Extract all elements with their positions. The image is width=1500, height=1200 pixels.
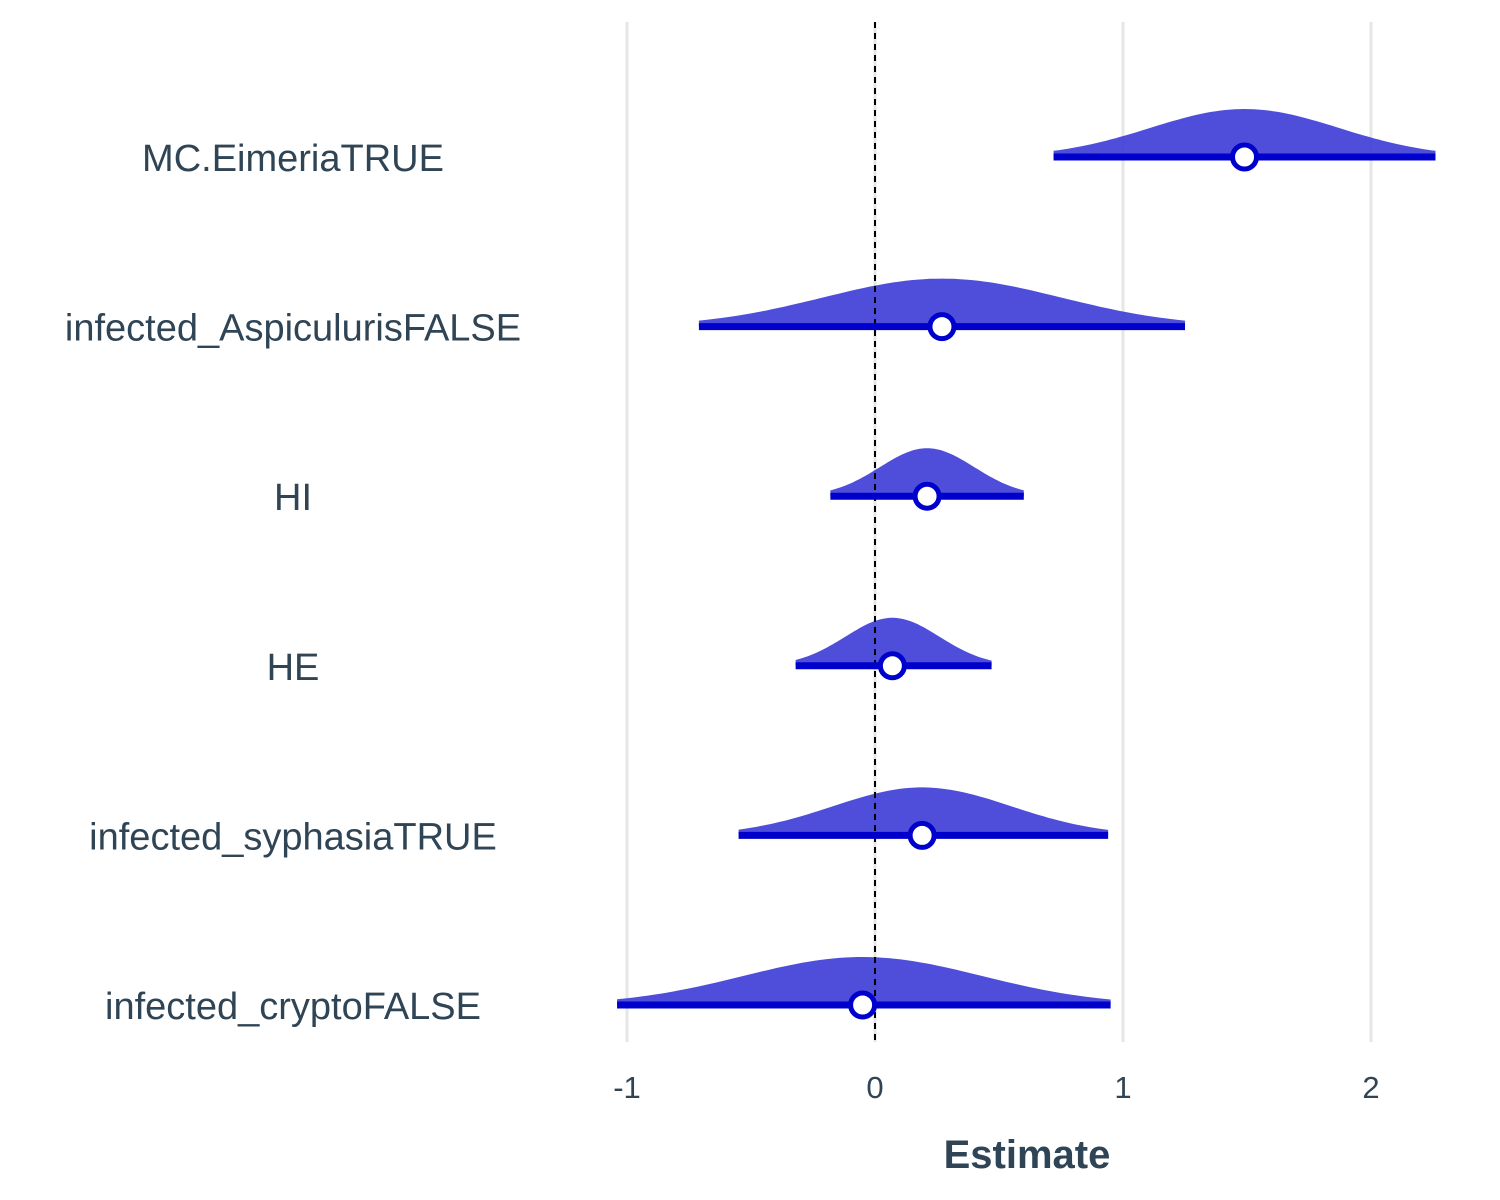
estimate-points [848,142,1260,1020]
density-infected_AspiculurisFALSE [698,278,1185,327]
interval-bars [617,153,1436,1009]
density-infected_cryptoFALSE [617,957,1111,1005]
point-infected_cryptoFALSE [848,990,878,1020]
x-axis-title: Estimate [944,1133,1111,1177]
density-MC.EimeriaTRUE [1053,109,1436,157]
point-MC.EimeriaTRUE [1230,142,1260,172]
density-shapes [617,109,1436,1005]
term-label: HI [274,477,312,519]
point-HI [912,481,942,511]
density-HE [795,617,992,666]
x-tick-label: 0 [866,1070,883,1105]
gridlines [625,22,1373,1042]
term-label: infected_cryptoFALSE [105,986,481,1028]
term-label: HE [267,647,320,689]
point-infected_AspiculurisFALSE [927,312,957,342]
term-labels: MC.EimeriaTRUE infected_AspiculurisFALSE H… [65,138,521,1028]
x-tick-labels: -1 0 1 2 [613,1070,1379,1105]
x-tick-label: 2 [1362,1070,1379,1105]
point-HE [877,651,907,681]
point-infected_syphasiaTRUE [907,820,937,850]
density-infected_syphasiaTRUE [738,787,1109,836]
density-HI [830,448,1024,497]
term-label: infected_AspiculurisFALSE [65,308,521,350]
x-tick-label: -1 [613,1070,641,1105]
term-label: infected_syphasiaTRUE [89,816,497,858]
x-tick-label: 1 [1114,1070,1131,1105]
term-label: MC.EimeriaTRUE [142,138,444,180]
